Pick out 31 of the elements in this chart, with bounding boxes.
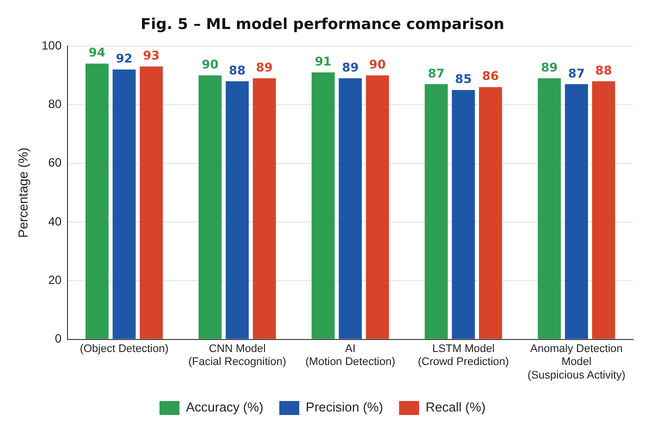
legend-label: Recall (%) xyxy=(426,400,486,415)
y-tick-label: 80 xyxy=(48,96,62,111)
y-tick-label: 60 xyxy=(48,156,62,170)
chart-title: Fig. 5 – ML model performance comparison xyxy=(140,14,504,33)
y-tick-label: 40 xyxy=(48,214,62,228)
y-tick-label: 100 xyxy=(42,38,62,52)
data-label: 91 xyxy=(314,54,332,69)
data-label: 89 xyxy=(256,60,273,74)
y-tick-label: 0 xyxy=(54,332,62,346)
data-label: 94 xyxy=(88,46,106,60)
data-label: 85 xyxy=(455,72,472,86)
data-label: 90 xyxy=(369,57,386,72)
y-axis-title: Percentage (%) xyxy=(15,148,30,238)
x-tick-label: AI (Motion Detection) xyxy=(305,343,396,368)
data-label: 89 xyxy=(540,60,558,74)
x-tick-label: Anomaly Detection Model (Suspicious Activity) xyxy=(528,343,626,382)
y-tick-label: 20 xyxy=(48,273,62,288)
x-tick-label: (Object Detection) xyxy=(80,343,168,356)
data-label: 93 xyxy=(142,48,160,63)
data-label: 88 xyxy=(595,63,612,78)
x-tick-label: CNN Model (Facial Recognition) xyxy=(188,343,286,368)
legend-label: Precision (%) xyxy=(306,400,384,415)
x-tick-label: LSTM Model (Crowd Prediction) xyxy=(418,343,509,368)
legend-label: Accuracy (%) xyxy=(186,400,264,415)
data-label: 88 xyxy=(228,63,246,78)
data-label: 86 xyxy=(482,69,499,84)
data-label: 89 xyxy=(342,60,359,74)
data-label: 90 xyxy=(202,57,218,72)
data-label: 87 xyxy=(568,66,585,80)
data-label: 87 xyxy=(428,66,445,80)
data-label: 92 xyxy=(116,52,133,66)
